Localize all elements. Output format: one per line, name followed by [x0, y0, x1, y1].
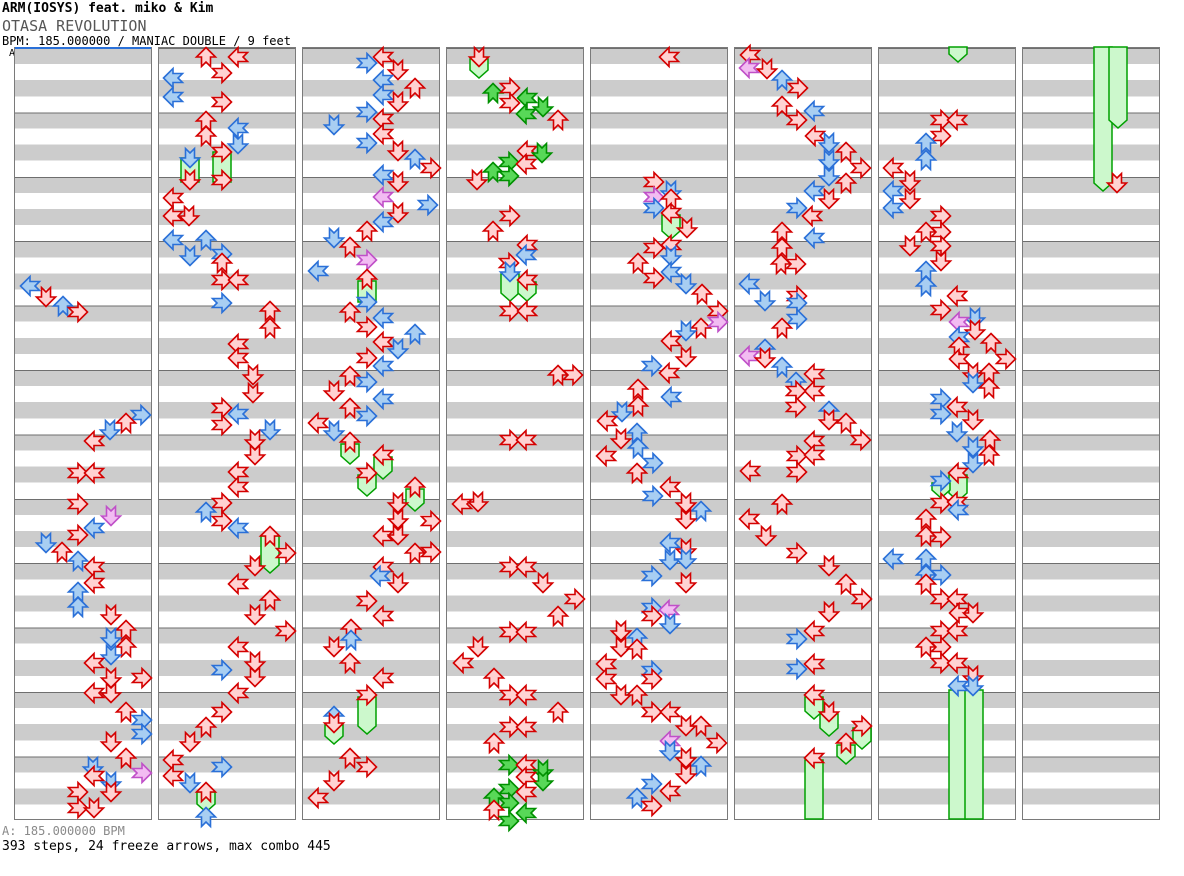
chart-info: BPM: 185.000000 / MANIAC DOUBLE / 9 feet [2, 34, 291, 48]
measure-panel-2 [158, 47, 296, 820]
measure-panel-6 [734, 47, 872, 820]
song-artist: ARM(IOSYS) feat. miko & Kim [2, 1, 214, 16]
measure-panel-8 [1022, 47, 1160, 820]
section-marker-label: A [9, 48, 16, 59]
measure-panel-1 [14, 47, 152, 820]
chart-stats: 393 steps, 24 freeze arrows, max combo 4… [2, 839, 331, 854]
measure-panel-7 [878, 47, 1016, 820]
measure-panel-5 [590, 47, 728, 820]
measure-panel-3 [302, 47, 440, 820]
section-bpm-readout: A: 185.000000 BPM [2, 824, 125, 838]
section-marker-line [15, 47, 151, 49]
song-title: OTASA REVOLUTION [2, 17, 147, 35]
measure-panel-4 [446, 47, 584, 820]
